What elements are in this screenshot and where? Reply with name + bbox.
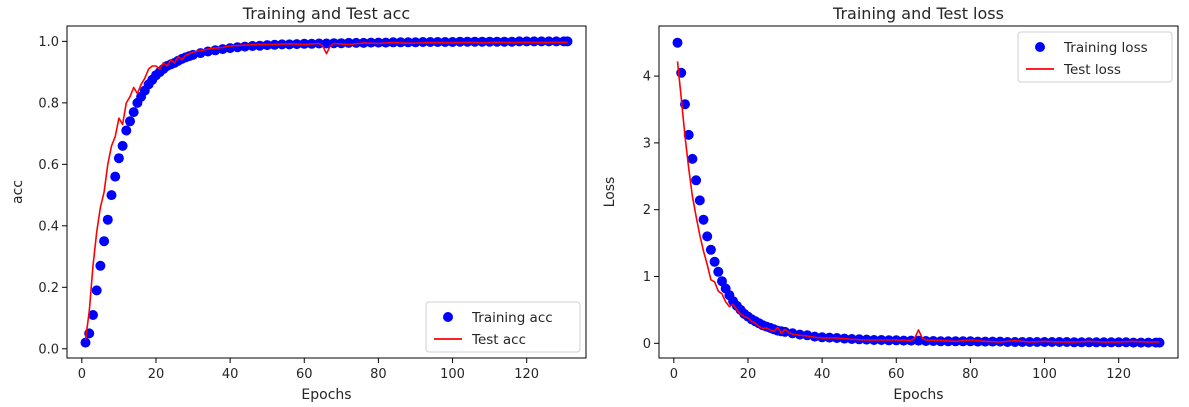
data-point	[343, 37, 354, 48]
data-point	[102, 214, 113, 225]
x-tick-label: 120	[1106, 367, 1131, 382]
legend-box	[425, 301, 581, 353]
chart-title: Training and Test acc	[242, 4, 410, 23]
plot-frame	[658, 25, 1179, 359]
data-point	[128, 107, 139, 118]
data-point	[469, 36, 480, 47]
data-point	[691, 175, 702, 186]
data-point	[321, 38, 332, 49]
y-tick-label: 3	[643, 136, 651, 151]
legend-label: Test loss	[1063, 62, 1121, 78]
data-point	[254, 40, 265, 51]
x-axis-title: Epochs	[893, 387, 943, 403]
plot-frame	[66, 25, 587, 359]
data-point	[694, 195, 705, 206]
data-point	[91, 285, 102, 296]
y-tick-label: 4	[643, 70, 651, 85]
chart-title: Training and Test loss	[832, 4, 1004, 23]
legend-swatch-marker	[443, 312, 453, 322]
data-point	[113, 153, 124, 164]
data-point	[702, 231, 713, 242]
x-tick-label: 120	[514, 367, 539, 382]
data-point	[514, 36, 525, 47]
data-point	[117, 140, 128, 151]
y-tick-label: 0.4	[38, 219, 59, 234]
data-point	[562, 36, 573, 47]
x-tick-label: 0	[670, 367, 678, 382]
data-point	[417, 37, 428, 47]
data-point	[913, 335, 924, 346]
x-tick-label: 20	[148, 367, 165, 382]
x-tick-label: 0	[78, 367, 86, 382]
data-point	[403, 37, 414, 48]
x-tick-label: 40	[222, 367, 239, 382]
data-point	[121, 125, 132, 136]
data-point	[1084, 337, 1094, 348]
legend-box	[1017, 31, 1173, 83]
data-point	[239, 41, 250, 52]
y-tick-label: 0.6	[38, 158, 59, 173]
x-tick-label: 40	[814, 367, 831, 382]
legend-label: Training acc	[471, 310, 553, 326]
y-tick-label: 0.0	[38, 342, 59, 357]
data-point	[1009, 337, 1020, 347]
y-tick-label: 2	[643, 203, 651, 218]
data-point	[965, 336, 976, 347]
y-axis-title: acc	[10, 180, 26, 204]
data-point	[536, 36, 547, 47]
data-point	[709, 256, 720, 267]
legend-swatch-marker	[1035, 42, 1045, 52]
data-point	[455, 36, 465, 47]
y-tick-label: 0.2	[38, 281, 59, 296]
data-point	[521, 36, 532, 47]
series-line-1	[676, 61, 1160, 343]
data-point	[1128, 337, 1139, 348]
data-point	[247, 41, 258, 51]
x-tick-label: 80	[962, 367, 979, 382]
data-point	[780, 326, 790, 337]
data-point	[373, 37, 384, 48]
data-point	[713, 266, 724, 277]
y-tick-label: 1	[643, 270, 651, 285]
acc-chart: 0 20 40 60 80 100 120 0.0 0.2 0.4 0.6 0.8 1.0 Trainin…	[10, 4, 587, 403]
data-point	[687, 153, 698, 164]
x-axis-title: Epochs	[301, 387, 351, 403]
data-point	[125, 116, 135, 127]
data-point	[1135, 337, 1146, 348]
y-tick-label: 1.0	[38, 35, 59, 50]
data-point	[477, 36, 488, 47]
x-tick-label: 80	[370, 367, 387, 382]
x-tick-label: 100	[440, 367, 465, 382]
x-tick-label: 20	[740, 367, 757, 382]
data-point	[447, 37, 458, 47]
data-point	[484, 36, 495, 47]
y-tick-label: 0	[643, 337, 651, 352]
data-point	[698, 214, 709, 225]
data-point	[972, 336, 983, 347]
data-point	[80, 337, 91, 348]
data-point	[683, 129, 694, 140]
data-point	[110, 171, 121, 182]
y-axis-title: Loss	[602, 177, 618, 208]
loss-chart: 0 20 40 60 80 100 120 0 1 2 3 4 Training and Test lo…	[602, 4, 1179, 403]
x-tick-label: 60	[888, 367, 905, 382]
data-point	[543, 36, 554, 47]
data-point	[551, 36, 562, 47]
data-point	[99, 236, 110, 247]
data-point	[88, 310, 98, 320]
x-tick-label: 100	[1032, 367, 1057, 382]
legend-label: Training loss	[1063, 40, 1148, 56]
data-point	[506, 36, 517, 47]
x-tick-label: 60	[296, 367, 313, 382]
series-line-1	[84, 41, 568, 340]
data-point	[95, 260, 106, 271]
y-tick-label: 0.8	[38, 96, 59, 111]
data-point	[705, 244, 716, 255]
data-point	[529, 36, 540, 47]
data-point	[672, 37, 683, 48]
legend-label: Test acc	[471, 332, 526, 348]
data-point	[106, 190, 117, 201]
